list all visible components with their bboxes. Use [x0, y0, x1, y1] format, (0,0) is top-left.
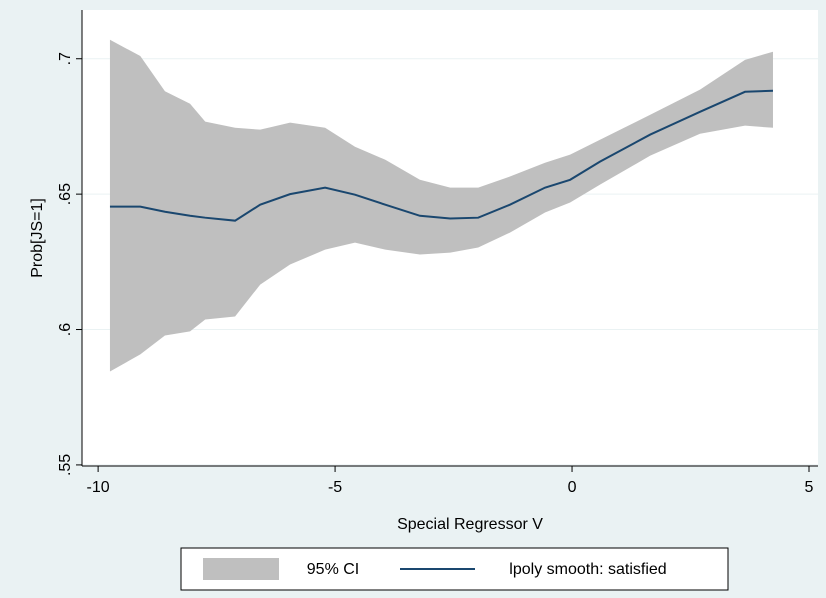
y-tick-label: .65 — [57, 183, 74, 205]
y-tick-label: .6 — [57, 323, 74, 336]
y-tick-label: .55 — [57, 454, 74, 476]
legend-label: lpoly smooth: satisfied — [509, 561, 666, 578]
legend-swatch — [203, 558, 279, 580]
x-tick-label: -5 — [328, 479, 342, 496]
x-tick-label: -10 — [87, 479, 110, 496]
x-tick-label: 5 — [805, 479, 814, 496]
x-tick-label: 0 — [568, 479, 577, 496]
y-axis-title: Prob[JS=1] — [29, 198, 46, 278]
ci-band — [109, 39, 773, 372]
smooth-line — [109, 89, 774, 222]
y-tick-label: .7 — [57, 52, 74, 65]
x-axis-title: Special Regressor V — [397, 516, 543, 533]
legend-label: 95% CI — [307, 561, 359, 578]
